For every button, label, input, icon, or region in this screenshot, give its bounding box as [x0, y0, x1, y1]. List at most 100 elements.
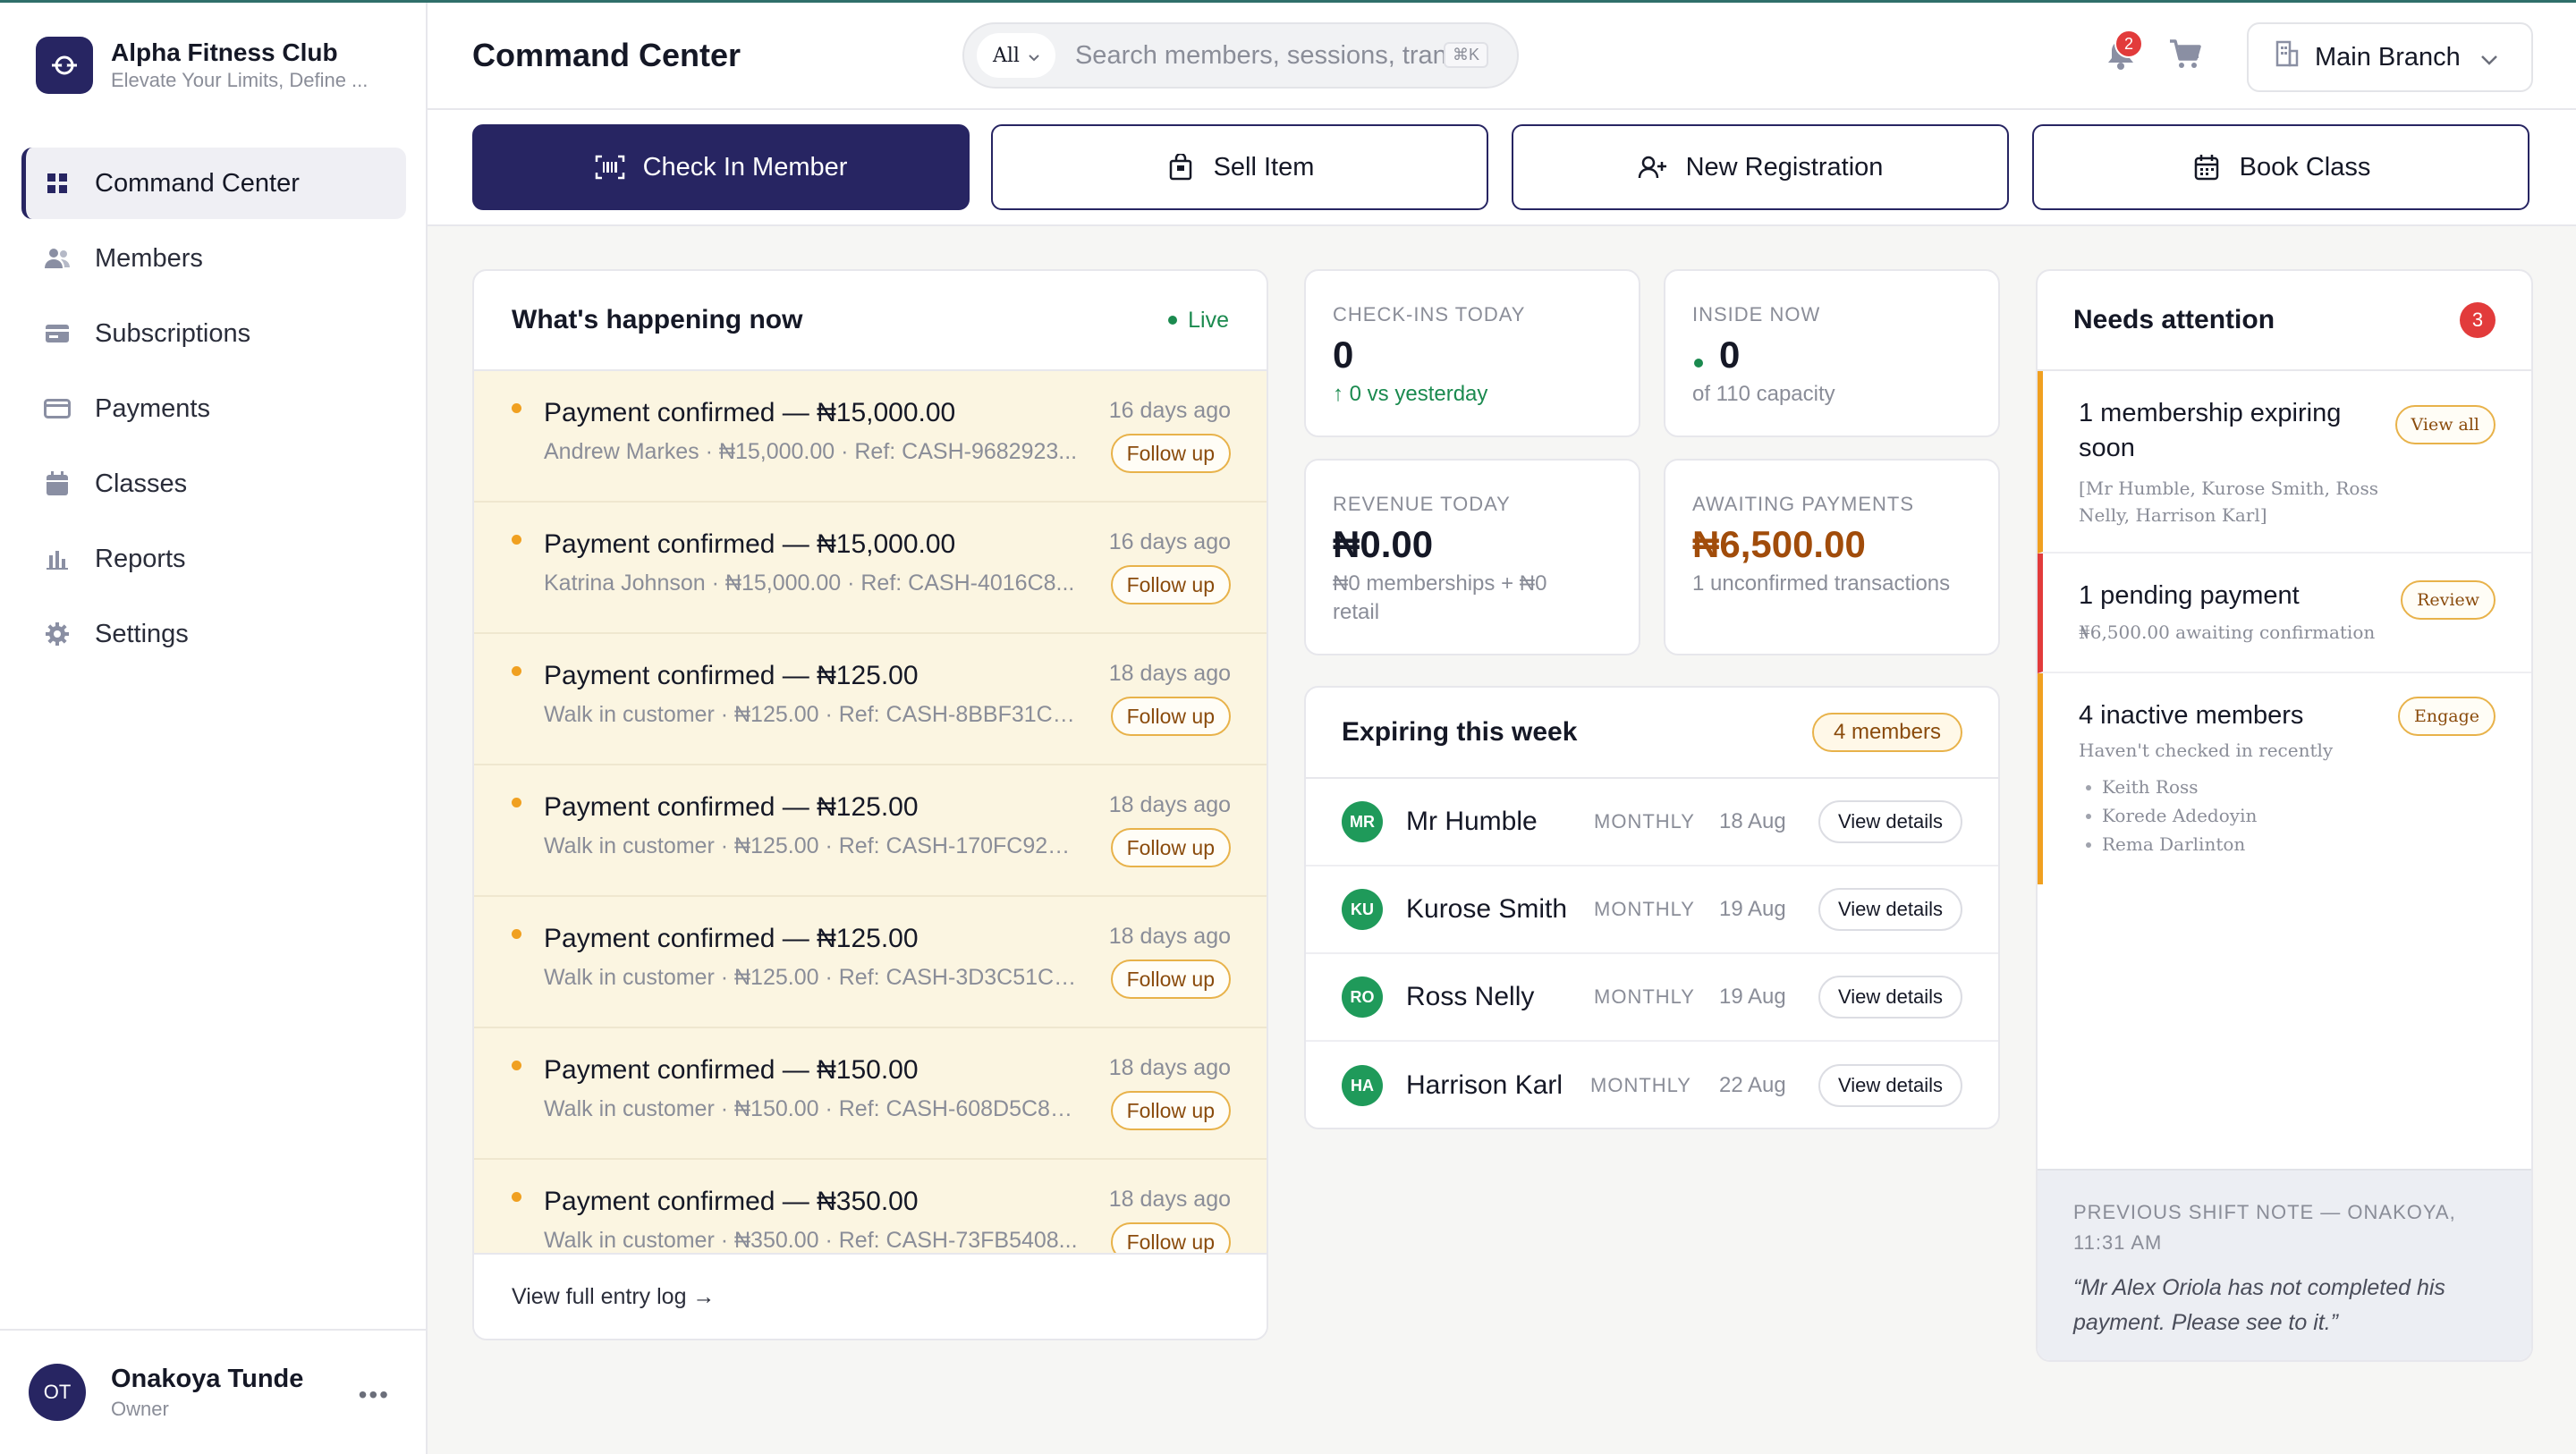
barcode-scan-icon [595, 152, 625, 182]
view-details-button[interactable]: View details [1818, 888, 1962, 931]
engage-button[interactable]: Engage [2397, 697, 2496, 736]
avatar: HA [1342, 1065, 1383, 1106]
activity-detail: Walk in customer · ₦125.00 · Ref: CASH-8… [544, 702, 1080, 727]
calendar-icon [2191, 152, 2222, 182]
activity-title: Payment confirmed — ₦125.00 [544, 924, 919, 953]
follow-up-button[interactable]: Follow up [1110, 697, 1231, 736]
activity-item: Payment confirmed — ₦125.00 Walk in cust… [474, 634, 1267, 765]
search-input[interactable] [1074, 40, 1451, 71]
status-dot-icon [512, 535, 521, 545]
sidebar-item-command-center[interactable]: Command Center [21, 148, 406, 219]
list-item[interactable]: Keith Ross [2079, 773, 2496, 801]
sidebar-item-label: Subscriptions [95, 318, 251, 348]
attention-item-title: 1 membership expiring soon [2079, 399, 2342, 463]
attention-item-desc: [Mr Humble, Kurose Smith, Ross Nelly, Ha… [2079, 478, 2378, 527]
sidebar-item-reports[interactable]: Reports [21, 523, 406, 595]
branch-selector[interactable]: Main Branch [2247, 22, 2533, 92]
sidebar-item-settings[interactable]: Settings [21, 598, 406, 670]
view-details-button[interactable]: View details [1818, 1064, 1962, 1107]
sidebar-item-classes[interactable]: Classes [21, 448, 406, 520]
new-registration-button[interactable]: New Registration [1512, 124, 2009, 210]
needs-attention: Needs attention 3 1 membership expiring … [2036, 269, 2533, 1362]
attention-count-badge: 3 [2460, 302, 2496, 338]
sell-item-button[interactable]: Sell Item [991, 124, 1488, 210]
expiry-date: 22 Aug [1719, 1073, 1786, 1097]
stat-inside-now: Inside now 0 of 110 capacity [1664, 269, 2000, 437]
expiry-date: 19 Aug [1719, 985, 1786, 1009]
branch-name: Main Branch [2315, 42, 2461, 72]
activity-item: Payment confirmed — ₦15,000.00 Andrew Ma… [474, 371, 1267, 503]
stat-breakdown: retail [1333, 600, 1380, 624]
expiring-this-week: Expiring this week 4 members MR Mr Humbl… [1304, 686, 2000, 1129]
activity-time: 16 days ago [1108, 398, 1231, 423]
member-plan: MONTHLY [1594, 898, 1695, 920]
book-class-button[interactable]: Book Class [2032, 124, 2529, 210]
activity-item: Payment confirmed — ₦125.00 Walk in cust… [474, 897, 1267, 1028]
attention-item: 1 membership expiring soon [Mr Humble, K… [2038, 371, 2531, 554]
activity-item: Payment confirmed — ₦125.00 Walk in cust… [474, 765, 1267, 897]
list-item[interactable]: Rema Darlinton [2079, 830, 2496, 858]
activity-detail: Walk in customer · ₦125.00 · Ref: CASH-1… [544, 833, 1080, 858]
view-all-button[interactable]: View all [2394, 405, 2496, 444]
card-stack-icon [43, 319, 72, 348]
follow-up-button[interactable]: Follow up [1110, 434, 1231, 473]
search-shortcut: ⌘K [1443, 42, 1488, 68]
credit-card-icon [43, 394, 72, 423]
activity-feed-title: What's happening now [512, 305, 803, 334]
sidebar-nav: Command Center Members Subscriptions Pay… [21, 148, 406, 673]
users-icon [43, 244, 72, 273]
status-dot-icon [512, 1192, 521, 1202]
activity-title: Payment confirmed — ₦125.00 [544, 792, 919, 822]
stat-value: ₦6,500.00 [1692, 523, 1866, 565]
grid-icon [43, 169, 72, 198]
presence-dot-icon [1694, 359, 1703, 368]
view-details-button[interactable]: View details [1818, 800, 1962, 843]
activity-detail: Walk in customer · ₦125.00 · Ref: CASH-3… [544, 965, 1080, 990]
review-button[interactable]: Review [2401, 580, 2496, 620]
search-scope-label: All [993, 44, 1020, 67]
stat-detail: 1 unconfirmed transactions [1692, 571, 1951, 596]
stat-checkins: Check-ins today 0 ↑ 0 vs yesterday [1304, 269, 1640, 437]
user-profile[interactable]: OT Onakoya Tunde Owner ••• [0, 1329, 426, 1454]
activity-list[interactable]: Payment confirmed — ₦15,000.00 Andrew Ma… [474, 371, 1267, 1260]
follow-up-button[interactable]: Follow up [1110, 828, 1231, 867]
needs-attention-title: Needs attention [2073, 305, 2275, 334]
list-item[interactable]: Korede Adedoyin [2079, 801, 2496, 830]
brand[interactable]: Alpha Fitness Club Elevate Your Limits, … [36, 37, 368, 94]
view-entry-log-link[interactable]: View full entry log → [474, 1253, 1267, 1339]
attention-item-desc: Haven't checked in recently [2079, 740, 2334, 762]
search-bar: All ⌘K [962, 22, 1519, 89]
activity-detail: Andrew Markes · ₦15,000.00 · Ref: CASH-9… [544, 439, 1078, 464]
building-icon [2275, 40, 2299, 74]
page-title: Command Center [472, 37, 741, 73]
view-details-button[interactable]: View details [1818, 976, 1962, 1019]
check-in-member-button[interactable]: Check In Member [472, 124, 970, 210]
more-options-icon[interactable]: ••• [358, 1381, 390, 1408]
calendar-icon [43, 469, 72, 498]
avatar: RO [1342, 976, 1383, 1018]
member-name: Harrison Karl [1406, 1070, 1563, 1100]
activity-item: Payment confirmed — ₦150.00 Walk in cust… [474, 1028, 1267, 1160]
status-dot-icon [512, 1061, 521, 1070]
expiry-date: 19 Aug [1719, 897, 1786, 921]
sidebar-item-members[interactable]: Members [21, 223, 406, 294]
stat-value: 0 [1719, 334, 1741, 376]
cart-icon[interactable] [2168, 38, 2204, 74]
stat-label: Inside now [1692, 303, 1821, 325]
follow-up-button[interactable]: Follow up [1110, 565, 1231, 604]
stat-label: Check-ins today [1333, 303, 1526, 325]
expiry-date: 18 Aug [1719, 809, 1786, 833]
follow-up-button[interactable]: Follow up [1110, 1091, 1231, 1130]
sidebar-item-subscriptions[interactable]: Subscriptions [21, 298, 406, 369]
avatar: OT [29, 1364, 86, 1421]
sidebar: Alpha Fitness Club Elevate Your Limits, … [0, 3, 428, 1454]
table-row: HA Harrison Karl MONTHLY 22 Aug View det… [1306, 1042, 1998, 1128]
attention-item: 4 inactive members Haven't checked in re… [2038, 673, 2531, 884]
activity-title: Payment confirmed — ₦15,000.00 [544, 529, 956, 559]
follow-up-button[interactable]: Follow up [1110, 959, 1231, 999]
activity-detail: Katrina Johnson · ₦15,000.00 · Ref: CASH… [544, 571, 1075, 596]
book-class-label: Book Class [2239, 152, 2371, 182]
search-scope-dropdown[interactable]: All [977, 33, 1055, 78]
sidebar-item-payments[interactable]: Payments [21, 373, 406, 444]
activity-time: 18 days ago [1108, 1187, 1231, 1212]
